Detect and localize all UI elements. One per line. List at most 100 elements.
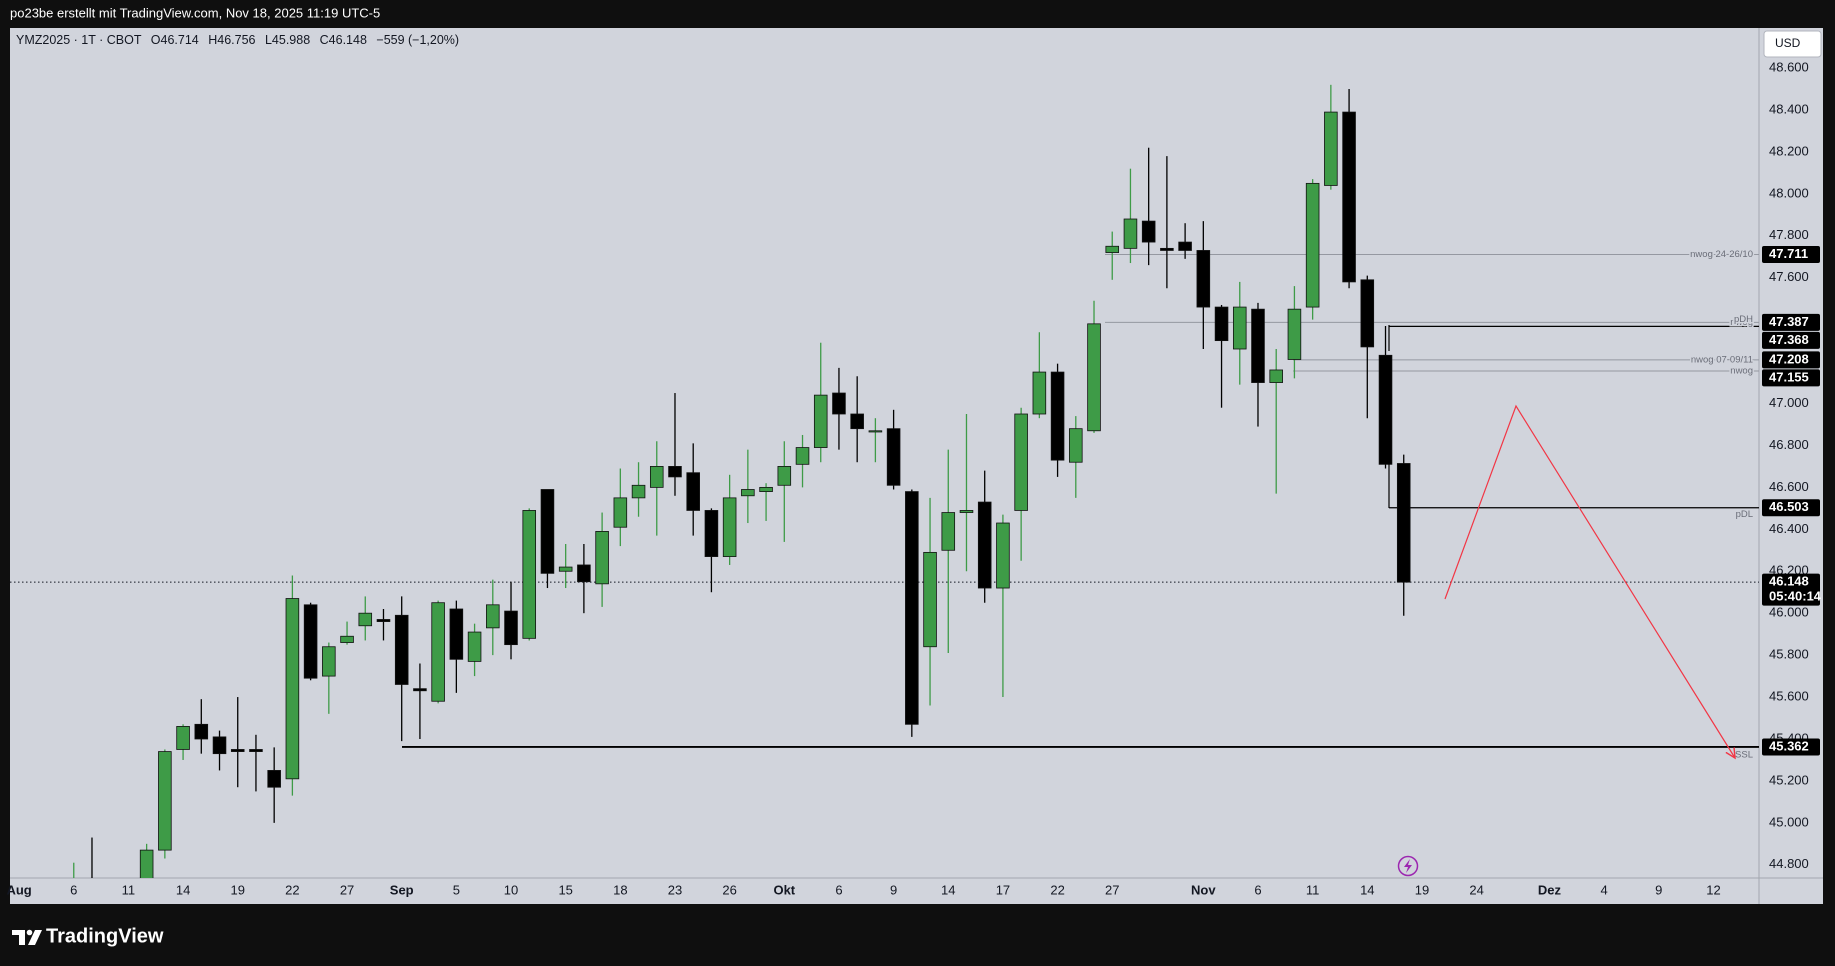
change-text: −559 (−1,20%) (376, 33, 459, 47)
y-tick-label: 45.800 (1769, 647, 1809, 662)
x-tick-label: 6 (835, 882, 842, 897)
candle-body (394, 614, 409, 685)
price-badge (1762, 331, 1820, 349)
candle-body (1305, 182, 1320, 308)
price-badge-label: 47.387 (1769, 314, 1809, 329)
candle-body (1087, 323, 1101, 432)
x-tick-label: 12 (1706, 882, 1720, 897)
symbol: YMZ2025 · 1T · CBOT (16, 33, 142, 47)
chart-panel (10, 28, 1823, 904)
price-badge-label: 47.711 (1769, 246, 1808, 261)
price-badge (1762, 573, 1820, 606)
candle-body (340, 635, 354, 643)
candle-body (1032, 371, 1047, 415)
x-tick-label: Aug (6, 882, 31, 897)
candle-body (1014, 413, 1028, 511)
y-tick-label: 48.200 (1769, 143, 1809, 158)
arrow-drawing (1444, 404, 1735, 758)
high-text: H46.756 (208, 33, 255, 47)
candle-body (1396, 463, 1411, 583)
price-badge (1762, 351, 1820, 369)
legend-text: YMZ2025 · 1T · CBOT O46.714 H46.756 L45.… (16, 33, 459, 47)
x-tick-label: 4 (1601, 882, 1608, 897)
level-label: nwog 07-09/11 (1691, 354, 1753, 365)
axes: 44.80045.00045.20045.40045.60045.80046.0… (6, 59, 1821, 897)
currency: USD (1775, 36, 1801, 50)
candle-body (1232, 306, 1247, 350)
candle-body (1360, 279, 1375, 348)
candle-body (285, 598, 300, 780)
candle-body (1251, 308, 1265, 383)
candle-body (941, 512, 956, 551)
price-badge-label: 47.155 (1769, 369, 1809, 384)
candle-body (1050, 371, 1065, 461)
open-text: O46.714 (151, 33, 199, 47)
candle-body (649, 466, 664, 488)
x-tick-label: 15 (558, 882, 572, 897)
x-tick-label: Nov (1191, 882, 1216, 897)
candle-body (249, 749, 263, 752)
candle-body (923, 551, 937, 648)
candle-body (1196, 250, 1211, 308)
candle-body (431, 602, 445, 702)
x-tick-label: 11 (122, 882, 136, 897)
logo-mark (12, 930, 25, 945)
y-tick-label: 46.400 (1769, 521, 1809, 536)
price-badge (1762, 245, 1820, 263)
x-tick-label: 14 (941, 882, 955, 897)
candle-body (504, 610, 518, 646)
low-text: L45.988 (265, 33, 310, 47)
candle-body (668, 466, 682, 478)
candle-body (139, 849, 154, 878)
candle-body (905, 491, 919, 725)
candle-body (449, 608, 464, 660)
candle-body (741, 489, 755, 497)
alert-icon[interactable] (1397, 855, 1419, 877)
alert-circle[interactable] (1397, 855, 1419, 877)
currency-box[interactable] (1763, 30, 1822, 58)
x-tick-label: 18 (613, 882, 627, 897)
x-tick-label: 6 (70, 882, 77, 897)
level-label: pDH (1734, 314, 1753, 325)
candle-body (1378, 354, 1393, 465)
candle-body (158, 751, 172, 851)
candle-body (1160, 247, 1174, 251)
candle-body (467, 631, 482, 662)
candle-body (977, 501, 992, 589)
level-label: nwog (1730, 366, 1753, 377)
y-tick-label: 46.000 (1769, 605, 1809, 620)
candle-body (1069, 428, 1083, 463)
y-tick-label: 46.800 (1769, 437, 1809, 452)
price-badge-label: 46.148 (1769, 574, 1809, 589)
candle-body (631, 484, 646, 499)
countdown: 05:40:14 (1769, 589, 1822, 604)
y-tick-label: 44.800 (1769, 856, 1809, 871)
x-tick-label: 23 (668, 882, 682, 897)
level-label: pDL (1736, 509, 1753, 520)
price-badge (1762, 499, 1820, 517)
candle-body (1105, 245, 1120, 253)
candle-body (376, 619, 391, 622)
candle-body (777, 466, 792, 486)
candle-body (194, 723, 209, 740)
x-tick-label: Sep (390, 882, 414, 897)
candle-body (1141, 220, 1156, 243)
logo-mark (26, 929, 33, 936)
x-tick-label: 5 (453, 882, 460, 897)
candle-body (1269, 369, 1283, 383)
x-tick-label: 27 (340, 882, 354, 897)
candle-body (230, 749, 245, 752)
plot-area (10, 84, 1759, 878)
candle-body (1178, 241, 1192, 251)
y-tick-label: 47.000 (1769, 395, 1809, 410)
candle-body (613, 497, 628, 528)
x-tick-label: 24 (1469, 882, 1483, 897)
candle-body (558, 566, 573, 572)
price-badge-label: 47.368 (1769, 332, 1809, 347)
candle-body (1214, 306, 1229, 342)
legend: YMZ2025 · 1T · CBOT O46.714 H46.756 L45.… (16, 33, 459, 47)
footer-brand: TradingView (46, 925, 164, 947)
candle-body (486, 604, 500, 629)
x-tick-label: 26 (722, 882, 736, 897)
price-badge (1762, 313, 1820, 331)
